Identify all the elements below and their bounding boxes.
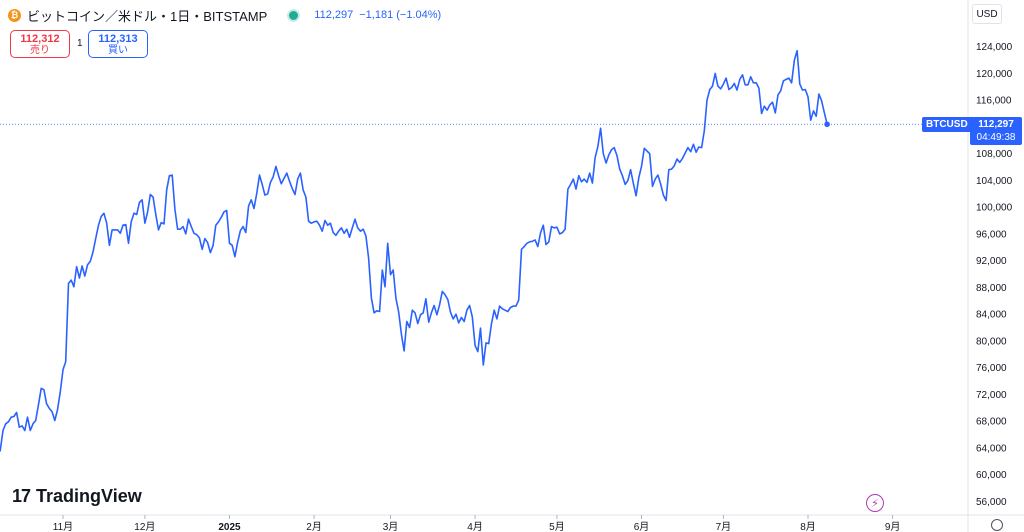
symbol-title[interactable]: ビットコイン／米ドル・1日・BITSTAMP <box>27 8 268 24</box>
x-tick-label: 3月 <box>383 521 399 532</box>
y-tick-label: 92,000 <box>976 256 1007 267</box>
tradingview-mark-icon: 17 <box>12 486 31 506</box>
y-tick-label: 60,000 <box>976 470 1007 481</box>
time-axis[interactable]: 11月 12月 2025 2月 3月 4月 5月 6月 7月 8月 9月 <box>0 514 1024 532</box>
bar-countdown: 04:49:38 <box>976 132 1016 144</box>
last-price: 112,297 <box>314 9 354 21</box>
y-tick-label: 68,000 <box>976 417 1007 428</box>
y-tick-label: 64,000 <box>976 443 1007 454</box>
x-tick-label: 6月 <box>634 521 650 532</box>
buy-label: 買い <box>108 45 128 56</box>
x-tick-label: 2月 <box>306 521 322 532</box>
spread-value: 1 <box>77 38 83 49</box>
last-price-label: 112,297 04:49:38 <box>970 117 1022 146</box>
y-tick-label: 124,000 <box>976 42 1013 53</box>
status-dot-icon <box>287 8 301 22</box>
y-tick-label: 88,000 <box>976 283 1007 294</box>
y-tick-label: 80,000 <box>976 336 1007 347</box>
tradingview-wordmark: TradingView <box>36 486 142 506</box>
symbol-header: ₿ ビットコイン／米ドル・1日・BITSTAMP 112,297 −1,181 … <box>8 6 441 24</box>
y-tick-label: 72,000 <box>976 390 1007 401</box>
price-change: −1,181 (−1.04%) <box>359 9 442 21</box>
currency-selector[interactable]: USD <box>972 4 1002 24</box>
x-tick-label: 4月 <box>467 521 483 532</box>
symbol-price-tag: BTCUSD <box>922 117 972 133</box>
x-tick-label: 7月 <box>716 521 732 532</box>
y-tick-label: 116,000 <box>976 96 1012 107</box>
x-tick-label: 8月 <box>800 521 816 532</box>
x-tick-label: 11月 <box>53 521 73 532</box>
bitcoin-icon: ₿ <box>8 8 21 22</box>
y-tick-label: 100,000 <box>976 203 1013 214</box>
x-tick-label: 9月 <box>885 521 901 532</box>
y-tick-label: 96,000 <box>976 229 1007 240</box>
price-line <box>0 49 828 453</box>
x-tick-label: 2025 <box>218 522 241 532</box>
y-tick-label: 120,000 <box>976 69 1013 80</box>
y-tick-label: 76,000 <box>976 363 1007 374</box>
lightning-icon[interactable]: ⚡ <box>866 494 884 512</box>
price-axis[interactable]: 56,000 60,000 64,000 68,000 72,000 76,000 80,0… <box>967 0 1013 532</box>
x-tick-label: 5月 <box>549 521 565 532</box>
settings-icon[interactable] <box>991 519 1003 531</box>
sell-price: 112,312 <box>20 33 60 45</box>
y-tick-label: 104,000 <box>976 176 1013 187</box>
last-price-axis-value: 112,297 <box>978 119 1014 131</box>
sell-label: 売り <box>30 45 50 56</box>
buy-button[interactable]: 112,313 買い <box>88 30 148 58</box>
last-price-point <box>824 121 830 128</box>
tradingview-logo[interactable]: 17 TradingView <box>12 486 142 507</box>
y-tick-label: 56,000 <box>976 497 1007 508</box>
y-tick-label: 84,000 <box>976 310 1007 321</box>
y-tick-label: 108,000 <box>976 149 1013 160</box>
x-tick-label: 12月 <box>134 521 155 532</box>
sell-button[interactable]: 112,312 売り <box>10 30 70 58</box>
buy-price: 112,313 <box>98 33 138 45</box>
plot-area <box>0 49 968 453</box>
